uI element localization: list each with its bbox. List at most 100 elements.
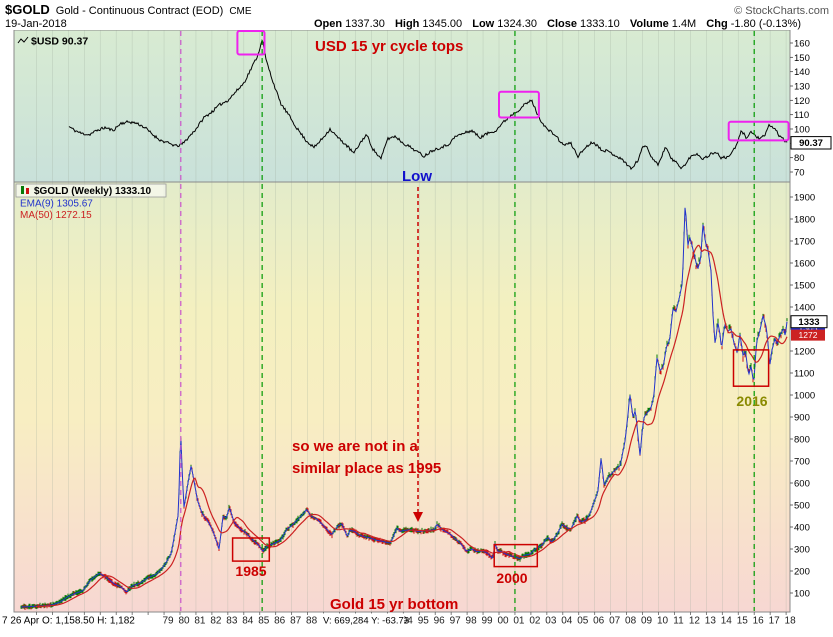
svg-text:600: 600 [794,479,810,490]
svg-text:1333: 1333 [798,317,819,328]
gold-legend: $GOLD (Weekly) 1333.10 EMA(9) 1305.67MA(5… [15,183,167,221]
annotation-usd-cycle-tops: USD 15 yr cycle tops [315,38,463,55]
high-value: 1345.00 [422,18,463,30]
svg-text:00: 00 [497,616,509,627]
low-label: Low [472,18,495,30]
svg-text:14: 14 [721,616,733,627]
svg-text:09: 09 [641,616,653,627]
svg-text:70: 70 [794,167,805,178]
svg-text:01: 01 [513,616,525,627]
svg-text:84: 84 [242,616,254,627]
svg-text:400: 400 [794,523,810,534]
usd-last-tag: 90.37 [790,136,832,150]
gold-legend-ma: MA(50) 1272.15 [20,210,92,221]
svg-text:83: 83 [226,616,238,627]
svg-text:12: 12 [689,616,701,627]
gold-ma-tag: 1272 [791,329,825,341]
ema-line [20,207,788,608]
quote-line: Open 1337.30 High 1345.00 Low 1324.30 Close… [307,18,801,30]
right-axis-usd: 708090100110120130140150160 [790,39,810,178]
gold-annotation-boxes [231,349,770,568]
plot-border [13,29,791,613]
svg-text:79: 79 [162,616,174,627]
svg-text:1500: 1500 [794,281,815,292]
svg-text:800: 800 [794,435,810,446]
low-arrow [413,187,423,522]
svg-text:300: 300 [794,545,810,556]
svg-text:1000: 1000 [794,391,815,402]
annotation-low-label: Low [402,168,432,185]
symbol-description: Gold - Continuous Contract (EOD) [55,5,224,17]
svg-text:1100: 1100 [794,369,814,380]
quote-date: 19-Jan-2018 [5,18,67,30]
gold-legend-main: $GOLD (Weekly) 1333.10 [34,186,152,197]
header-row-quote: 19-Jan-2018 Open 1337.30 High 1345.00 Low 1… [0,17,833,30]
svg-text:100: 100 [794,589,810,600]
candlestick-icon [26,188,29,194]
close-label: Close [547,18,578,30]
svg-text:96: 96 [434,616,446,627]
svg-text:110: 110 [794,110,809,121]
svg-text:1400: 1400 [794,303,815,314]
x-axis: 7980818283848586878889909192939495969798… [36,612,796,627]
svg-text:82: 82 [210,616,222,627]
svg-text:$USD 90.37: $USD 90.37 [31,36,88,48]
svg-text:11: 11 [673,616,684,627]
high-label: High [394,18,420,30]
svg-text:100: 100 [794,124,810,135]
svg-text:16: 16 [753,616,765,627]
low-value: 1324.30 [497,18,537,30]
svg-text:04: 04 [561,616,573,627]
open-label: Open [313,18,343,30]
svg-text:1700: 1700 [794,237,815,248]
svg-text:03: 03 [545,616,557,627]
chart-header: $GOLD Gold - Continuous Contract (EOD) C… [0,0,833,30]
annotation-not-similar-2: similar place as 1995 [292,460,441,477]
svg-text:99: 99 [481,616,493,627]
svg-text:81: 81 [194,616,206,627]
exchange: CME [229,6,252,17]
svg-text:86: 86 [274,616,286,627]
svg-text:02: 02 [529,616,541,627]
annotation-label-2016: 2016 [736,393,767,409]
svg-text:05: 05 [577,616,589,627]
svg-text:07: 07 [609,616,621,627]
svg-text:17: 17 [769,616,781,627]
volume-value: 1.4M [671,18,697,30]
footer-crosshair-left: 7 26 Apr O: 1,158.50 H: 1,182 [2,616,135,627]
svg-text:08: 08 [625,616,637,627]
svg-text:150: 150 [794,53,810,64]
open-value: 1337.30 [345,18,385,30]
close-value: 1333.10 [580,18,620,30]
annotation-not-similar-1: so we are not in a [292,438,419,455]
svg-text:06: 06 [593,616,605,627]
chg-value: -1.80 (-0.13%) [730,18,801,30]
annotation-gold-bottom: Gold 15 yr bottom [330,596,458,613]
svg-text:98: 98 [466,616,478,627]
footer-overlay-mask [320,613,404,627]
svg-text:130: 130 [794,81,810,92]
gold-last-tag: 1333 [790,315,828,329]
right-axis-gold: 100 200 300 400 500 600 700 800 900 1000 1100 1200 1… [790,193,815,600]
footer-crosshair-mid: V: 669,284 Y: -63.73 [323,616,409,627]
svg-text:80: 80 [794,153,805,164]
candlestick-icon [21,186,24,194]
svg-text:120: 120 [794,96,810,107]
line-style-icon [17,36,29,44]
usd-panel-bg [14,30,790,182]
usd-annotation-boxes [236,30,790,142]
svg-text:87: 87 [290,616,302,627]
usd-legend: $USD 90.37 [17,36,88,48]
svg-text:1272: 1272 [799,330,818,340]
annotation-label-2000: 2000 [496,570,527,586]
svg-text:88: 88 [306,616,318,627]
svg-text:80: 80 [178,616,190,627]
svg-text:15: 15 [737,616,749,627]
copyright: © StockCharts.com [734,5,829,17]
svg-text:700: 700 [794,457,810,468]
gold-legend-ema: EMA(9) 1305.67 [20,199,93,210]
svg-text:1800: 1800 [794,215,815,226]
ma-line [36,244,788,608]
